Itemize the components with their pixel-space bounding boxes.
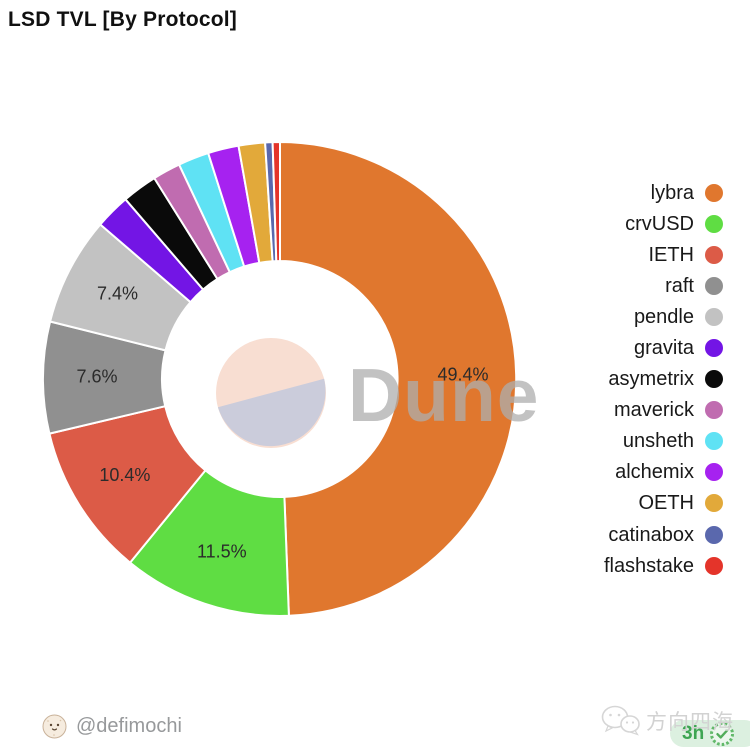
legend-label: lybra (650, 181, 694, 204)
legend-color-dot (705, 401, 723, 420)
pie-slices (42, 140, 518, 617)
slice-label-crvUSD: 11.5% (197, 541, 247, 561)
legend-item-IETH[interactable]: IETH (604, 239, 723, 270)
legend-item-crvUSD[interactable]: crvUSD (604, 208, 723, 239)
legend-item-catinabox[interactable]: catinabox (604, 519, 723, 550)
legend-item-pendle[interactable]: pendle (604, 301, 723, 332)
legend-color-dot (705, 463, 723, 482)
legend-color-dot (705, 556, 723, 575)
legend-item-unsheth[interactable]: unsheth (604, 426, 723, 457)
legend-label: IETH (648, 243, 694, 266)
pie-slice-lybra[interactable] (279, 141, 518, 617)
legend-label: gravita (633, 337, 694, 360)
slice-label-IETH: 10.4% (99, 465, 150, 485)
slice-label-pendle: 7.4% (97, 284, 138, 304)
legend-color-dot (705, 525, 723, 544)
slice-label-raft: 7.6% (76, 367, 117, 387)
verified-check-icon (710, 721, 735, 746)
dune-logo-icon (216, 338, 326, 448)
legend-color-dot (705, 370, 723, 389)
page-title: LSD TVL [By Protocol] (8, 8, 237, 31)
legend-color-dot (705, 183, 723, 202)
legend-item-OETH[interactable]: OETH (604, 488, 723, 519)
legend-label: alchemix (615, 461, 694, 484)
legend-label: maverick (613, 399, 694, 422)
legend-color-dot (705, 276, 723, 295)
legend-label: flashstake (603, 554, 694, 577)
legend-color-dot (705, 245, 723, 264)
legend-label: raft (665, 274, 694, 297)
legend-label: pendle (633, 305, 694, 328)
author-handle[interactable]: @defimochi (76, 715, 182, 737)
slice-label-lybra: 49.4% (437, 364, 488, 384)
author-attribution[interactable]: @defimochi (42, 714, 182, 739)
mochi-avatar-icon (42, 714, 67, 739)
legend-color-dot (705, 432, 723, 451)
badge-time-text: 3h (682, 722, 705, 744)
legend-color-dot (705, 307, 723, 326)
pie-slice-flashstake[interactable] (271, 140, 281, 263)
dune-watermark-text: Dune (348, 353, 540, 437)
legend-label: OETH (638, 492, 694, 515)
legend-item-maverick[interactable]: maverick (604, 395, 723, 426)
legend-label: asymetrix (608, 368, 694, 391)
legend-label: unsheth (622, 430, 694, 453)
legend-item-asymetrix[interactable]: asymetrix (604, 364, 723, 395)
pie-slice-labels: 49.4% 11.5% 10.4% 7.6% 7.4% (76, 284, 488, 562)
legend: lybra crvUSD IETH raft pendle gravita asymetri… (604, 177, 723, 581)
legend-item-alchemix[interactable]: alchemix (604, 457, 723, 488)
legend-item-flashstake[interactable]: flashstake (604, 550, 723, 581)
legend-item-raft[interactable]: raft (604, 270, 723, 301)
legend-item-gravita[interactable]: gravita (604, 332, 723, 363)
legend-color-dot (705, 339, 723, 358)
legend-color-dot (705, 214, 723, 233)
legend-label: crvUSD (625, 212, 694, 235)
legend-label: catinabox (608, 523, 694, 546)
legend-item-lybra[interactable]: lybra (604, 177, 723, 208)
legend-color-dot (705, 494, 723, 513)
time-badge: 3h (670, 720, 750, 747)
